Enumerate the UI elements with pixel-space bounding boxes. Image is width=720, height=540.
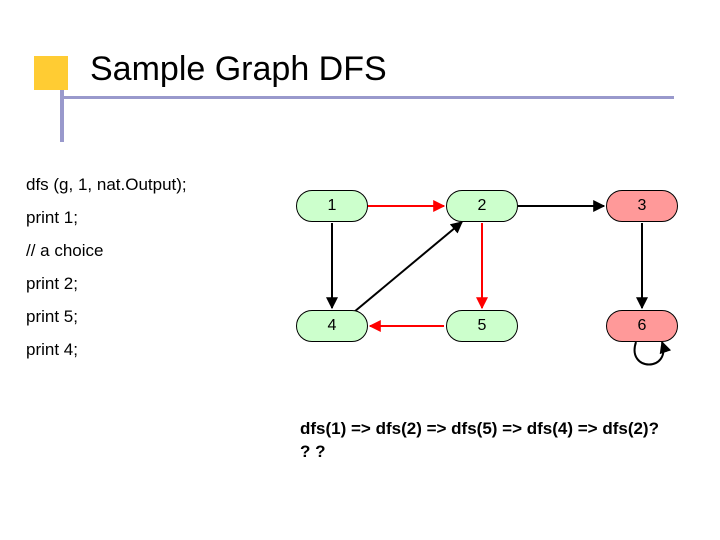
- graph-node-2: 2: [446, 190, 518, 222]
- graph-node-1: 1: [296, 190, 368, 222]
- title-accent-square: [34, 56, 68, 90]
- code-line: // a choice: [26, 242, 256, 259]
- graph-node-3: 3: [606, 190, 678, 222]
- code-line: print 1;: [26, 209, 256, 226]
- node-label: 6: [638, 317, 647, 334]
- code-line: print 2;: [26, 275, 256, 292]
- title-underline: [64, 96, 674, 99]
- slide-title-block: Sample Graph DFS: [34, 46, 674, 118]
- edge-4-2: [354, 222, 462, 312]
- graph-node-4: 4: [296, 310, 368, 342]
- graph-node-6: 6: [606, 310, 678, 342]
- code-line: print 4;: [26, 341, 256, 358]
- node-label: 1: [328, 197, 337, 214]
- graph-node-5: 5: [446, 310, 518, 342]
- page-title: Sample Graph DFS: [90, 50, 387, 89]
- edge-6-6-selfloop: [635, 342, 664, 365]
- node-label: 3: [638, 197, 647, 214]
- dfs-trace: dfs(1) => dfs(2) => dfs(5) => dfs(4) => …: [300, 418, 660, 464]
- node-label: 4: [328, 317, 337, 334]
- code-listing: dfs (g, 1, nat.Output); print 1; // a ch…: [26, 176, 256, 374]
- code-line: print 5;: [26, 308, 256, 325]
- code-line: dfs (g, 1, nat.Output);: [26, 176, 256, 193]
- graph-diagram: 1 2 3 4 5 6: [276, 190, 706, 450]
- node-label: 5: [478, 317, 487, 334]
- node-label: 2: [478, 197, 487, 214]
